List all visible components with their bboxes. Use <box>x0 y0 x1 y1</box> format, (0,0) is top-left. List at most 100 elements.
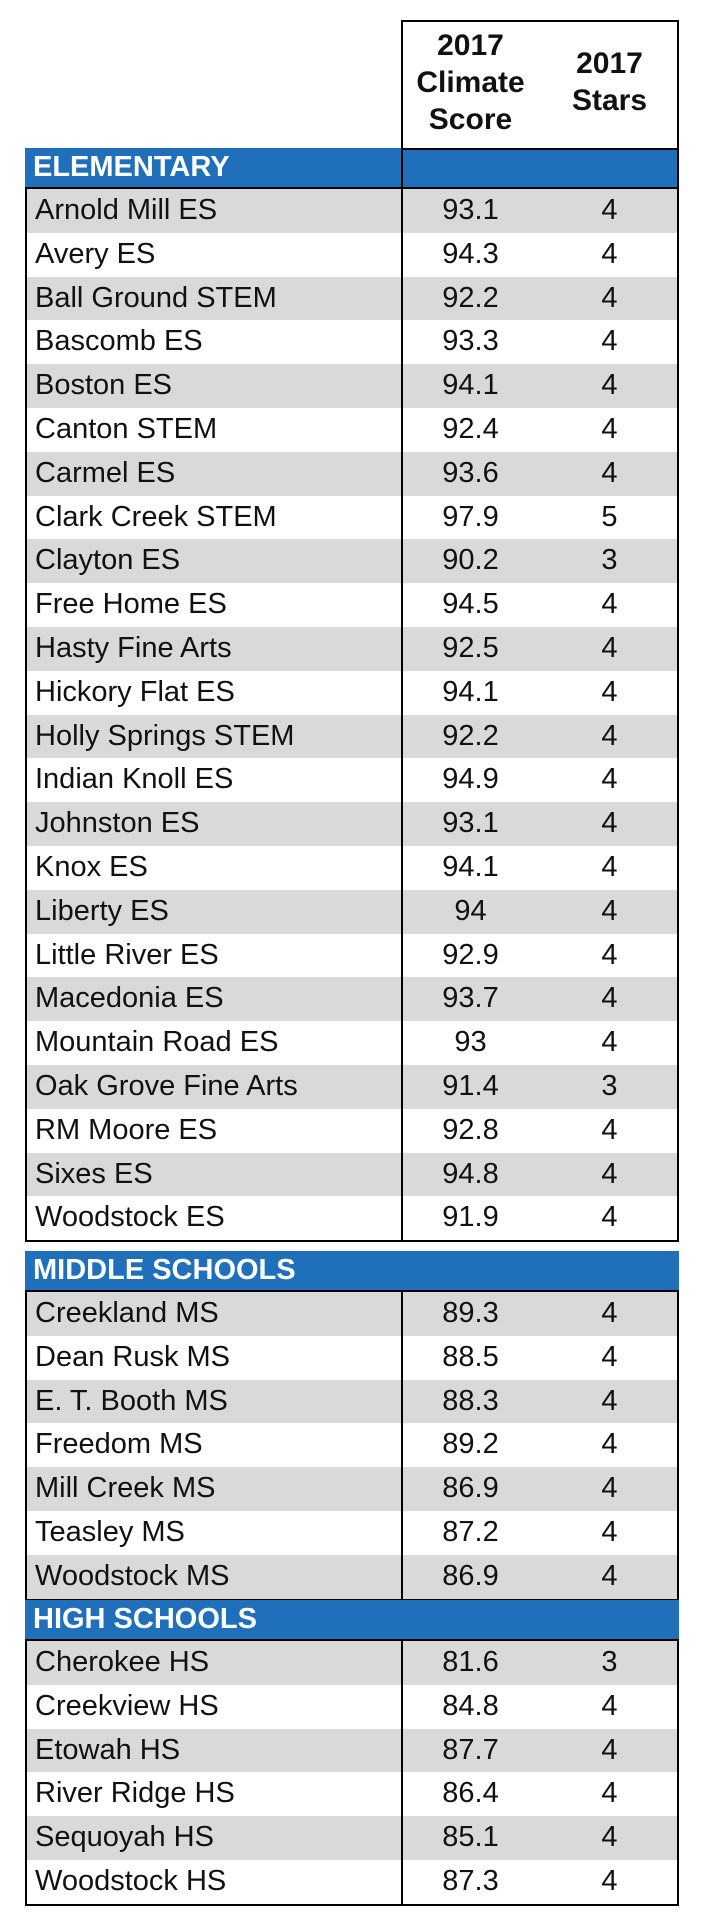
table-row: Canton STEM 92.4 4 <box>27 408 677 452</box>
table-row: Macedonia ES 93.7 4 <box>27 977 677 1022</box>
section-title: ELEMENTARY <box>33 151 230 183</box>
climate-score: 94.1 <box>442 369 499 402</box>
table-row: Creekland MS 89.3 4 <box>27 1292 677 1336</box>
climate-score: 92.5 <box>442 631 499 664</box>
school-name: Boston ES <box>35 369 173 402</box>
school-name: Dean Rusk MS <box>35 1340 231 1373</box>
star-rating: 4 <box>601 281 618 314</box>
climate-score: 94.3 <box>442 237 499 270</box>
school-name: Clark Creek STEM <box>35 500 277 533</box>
star-rating: 3 <box>601 1069 618 1102</box>
table-row: Carmel ES 93.6 4 <box>27 451 677 496</box>
climate-score: 86.4 <box>442 1777 499 1810</box>
star-rating: 4 <box>601 1472 618 1505</box>
climate-score: 91.4 <box>442 1069 499 1102</box>
school-name: Freedom MS <box>35 1428 203 1461</box>
table-row: Ball Ground STEM 92.2 4 <box>27 276 677 321</box>
school-name: Clayton ES <box>35 544 181 577</box>
star-rating: 4 <box>601 1201 618 1234</box>
section-table: Arnold Mill ES 93.1 4 Avery ES 94.3 4 Ball Gro… <box>25 187 679 1243</box>
table-row: Sequoyah HS 85.1 4 <box>27 1816 677 1860</box>
school-name: Canton STEM <box>35 412 218 445</box>
star-rating: 4 <box>601 1340 618 1373</box>
star-rating: 4 <box>601 1689 618 1722</box>
school-name: Oak Grove Fine Arts <box>35 1069 298 1102</box>
climate-score: 92.4 <box>442 412 499 445</box>
school-name: Johnston ES <box>35 807 200 840</box>
climate-score: 89.2 <box>442 1428 499 1461</box>
table-row: Etowah HS 87.7 4 <box>27 1728 677 1773</box>
table-row: Johnston ES 93.1 4 <box>27 802 677 846</box>
star-rating: 4 <box>601 1515 618 1548</box>
table-row: Mill Creek MS 86.9 4 <box>27 1467 677 1511</box>
climate-score: 93.7 <box>442 982 499 1015</box>
table-row: Creekview HS 84.8 4 <box>27 1685 677 1729</box>
school-name: Cherokee HS <box>35 1646 210 1678</box>
climate-score: 90.2 <box>442 544 499 577</box>
school-name: Creekview HS <box>35 1689 219 1722</box>
climate-score: 81.6 <box>442 1646 499 1678</box>
section-header: ELEMENTARY <box>25 148 679 187</box>
table-row: Boston ES 94.1 4 <box>27 364 677 408</box>
table-row: Free Home ES 94.5 4 <box>27 583 677 627</box>
school-name: Woodstock HS <box>35 1864 227 1897</box>
star-rating: 4 <box>601 850 618 883</box>
star-rating: 4 <box>601 1113 618 1146</box>
climate-score: 93.6 <box>442 456 499 489</box>
table-row: Woodstock ES 91.9 4 <box>27 1196 677 1240</box>
star-rating: 4 <box>601 1733 618 1766</box>
school-name: Sequoyah HS <box>35 1821 214 1854</box>
climate-score: 93.1 <box>442 194 499 226</box>
school-name: Hickory Flat ES <box>35 675 235 708</box>
star-rating: 4 <box>601 719 618 752</box>
table-row: E. T. Booth MS 88.3 4 <box>27 1379 677 1424</box>
star-rating: 4 <box>601 1821 618 1854</box>
climate-score: 92.2 <box>442 281 499 314</box>
star-rating: 4 <box>601 1777 618 1810</box>
table-row: Dean Rusk MS 88.5 4 <box>27 1336 677 1380</box>
table-row: Clark Creek STEM 97.9 5 <box>27 496 677 540</box>
section-header: MIDDLE SCHOOLS <box>25 1251 679 1290</box>
climate-score: 92.9 <box>442 938 499 971</box>
school-name: Hasty Fine Arts <box>35 631 232 664</box>
table-row: Liberty ES 94 4 <box>27 889 677 934</box>
star-rating: 4 <box>601 938 618 971</box>
star-rating: 4 <box>601 412 618 445</box>
star-rating: 4 <box>601 325 618 358</box>
school-name: Mountain Road ES <box>35 1026 279 1059</box>
school-name: Etowah HS <box>35 1733 181 1766</box>
table-row: Arnold Mill ES 93.1 4 <box>27 189 677 233</box>
school-name: RM Moore ES <box>35 1113 218 1146</box>
climate-score: 92.2 <box>442 719 499 752</box>
climate-score: 94.9 <box>442 763 499 796</box>
climate-score: 89.3 <box>442 1297 499 1329</box>
school-name: E. T. Booth MS <box>35 1384 228 1417</box>
climate-score: 88.5 <box>442 1340 499 1373</box>
table-row: Woodstock MS 86.9 4 <box>27 1554 677 1599</box>
star-rating: 3 <box>601 544 618 577</box>
star-rating: 4 <box>601 982 618 1015</box>
school-name: Free Home ES <box>35 588 227 621</box>
climate-score: 87.2 <box>442 1515 499 1548</box>
school-name: Woodstock MS <box>35 1559 230 1592</box>
school-name: Little River ES <box>35 938 219 971</box>
star-rating: 4 <box>601 1384 618 1417</box>
section-table: Creekland MS 89.3 4 Dean Rusk MS 88.5 4 E. T. … <box>25 1290 679 1601</box>
school-name: Mill Creek MS <box>35 1472 216 1505</box>
table-row: Avery ES 94.3 4 <box>27 233 677 277</box>
table-row: RM Moore ES 92.8 4 <box>27 1109 677 1153</box>
section-right-box <box>401 148 679 187</box>
climate-score: 88.3 <box>442 1384 499 1417</box>
star-rating: 5 <box>601 500 618 533</box>
table-row: River Ridge HS 86.4 4 <box>27 1772 677 1816</box>
star-rating: 4 <box>601 1428 618 1461</box>
table-row: Oak Grove Fine Arts 91.4 3 <box>27 1064 677 1109</box>
star-rating: 4 <box>601 1559 618 1592</box>
star-rating: 4 <box>601 588 618 621</box>
star-rating: 4 <box>601 807 618 840</box>
table-row: Woodstock HS 87.3 4 <box>27 1860 677 1904</box>
table-row: Teasley MS 87.2 4 <box>27 1511 677 1555</box>
school-name: Avery ES <box>35 237 156 270</box>
school-name: Arnold Mill ES <box>35 194 218 226</box>
star-rating: 4 <box>601 456 618 489</box>
